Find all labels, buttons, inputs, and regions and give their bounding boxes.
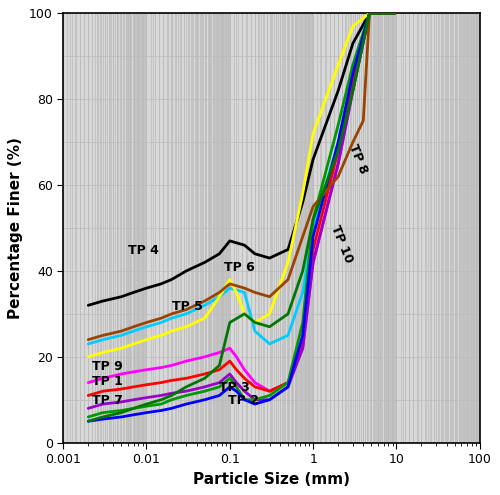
Text: TP 4: TP 4 [128, 244, 159, 257]
Text: TP 9: TP 9 [92, 360, 122, 373]
Text: TP 8: TP 8 [346, 142, 370, 175]
Text: TP 6: TP 6 [224, 261, 254, 274]
Text: TP 2: TP 2 [228, 394, 259, 407]
Text: TP 5: TP 5 [172, 299, 202, 313]
Y-axis label: Percentage Finer (%): Percentage Finer (%) [8, 137, 24, 319]
X-axis label: Particle Size (mm): Particle Size (mm) [193, 472, 350, 487]
Text: TP 1: TP 1 [92, 375, 122, 388]
Text: TP 3: TP 3 [220, 381, 250, 394]
Text: TP 10: TP 10 [328, 224, 354, 265]
Text: TP 7: TP 7 [92, 394, 122, 407]
